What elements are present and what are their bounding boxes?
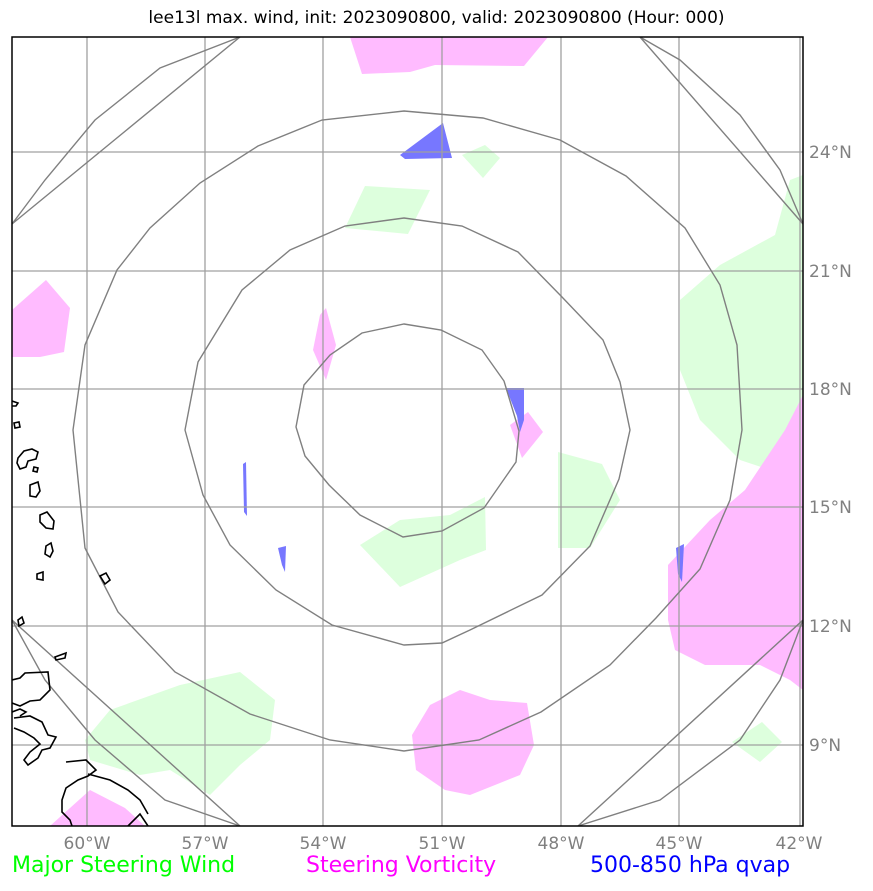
lon-label: 60°W [64, 834, 111, 854]
lat-label: 12°N [809, 617, 852, 637]
lon-label: 45°W [656, 834, 703, 854]
legend-qvap: 500-850 hPa qvap [590, 853, 791, 878]
lon-label: 51°W [419, 834, 466, 854]
lon-labels: 60°W 57°W 54°W 51°W 48°W 45°W 42°W [64, 834, 823, 854]
lon-label: 57°W [182, 834, 229, 854]
lat-label: 18°N [809, 380, 852, 400]
lat-label: 24°N [809, 143, 852, 163]
coastline [12, 400, 149, 826]
map-title: lee13l max. wind, init: 2023090800, vali… [148, 8, 725, 28]
range-rings [12, 37, 803, 826]
qvap-areas [243, 123, 684, 582]
lon-label: 42°W [776, 834, 823, 854]
lat-label: 21°N [809, 262, 852, 282]
map-frame [11, 36, 804, 827]
lon-label: 54°W [300, 834, 347, 854]
lat-labels: 24°N 21°N 18°N 15°N 12°N 9°N [809, 143, 852, 756]
legend-steering-vorticity: Steering Vorticity [306, 853, 497, 878]
lat-label: 15°N [809, 498, 852, 518]
lat-label: 9°N [809, 736, 841, 756]
legend-steering-wind: Major Steering Wind [12, 853, 236, 878]
lon-label: 48°W [538, 834, 585, 854]
graticule [12, 37, 803, 826]
steering-wind-areas [85, 145, 803, 795]
